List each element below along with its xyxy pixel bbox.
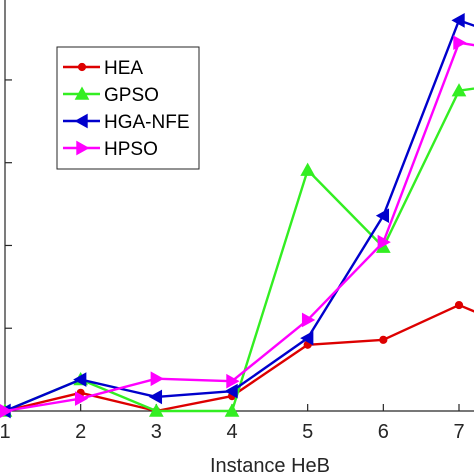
legend: HEA GPSO HGA-NFE HPSO xyxy=(56,46,200,170)
series-hpso xyxy=(0,35,474,418)
axes: 1 2 3 4 5 6 7 xyxy=(0,0,474,443)
legend-entry: GPSO xyxy=(104,85,159,106)
data-point xyxy=(224,403,240,417)
data-point xyxy=(73,372,87,387)
series-line xyxy=(4,19,474,413)
data-point xyxy=(300,162,316,176)
series-hga-nfe xyxy=(0,12,474,419)
legend-entry: HPSO xyxy=(104,139,158,160)
data-point xyxy=(77,62,87,72)
data-point xyxy=(300,330,314,346)
x-axis-label: Instance HeB xyxy=(210,455,330,474)
data-point xyxy=(74,86,90,100)
data-point xyxy=(76,140,90,156)
x-tick-label: 4 xyxy=(226,421,237,443)
data-point xyxy=(74,113,88,129)
data-point xyxy=(377,234,391,250)
data-point xyxy=(451,83,467,97)
data-point xyxy=(148,403,164,417)
x-tick-label: 1 xyxy=(0,421,11,443)
x-tick-label: 6 xyxy=(378,421,389,443)
x-tick-label: 2 xyxy=(75,421,86,443)
data-point xyxy=(226,373,240,389)
series-line xyxy=(4,87,474,413)
x-tick-label: 3 xyxy=(151,421,162,443)
data-point xyxy=(224,383,238,399)
legend-entry: HEA xyxy=(104,58,143,79)
legend-entry: HGA-NFE xyxy=(104,112,190,133)
data-point xyxy=(454,300,464,310)
data-point xyxy=(150,371,164,387)
series-layer xyxy=(0,12,474,419)
x-tick-label: 7 xyxy=(453,421,464,443)
data-point xyxy=(453,35,467,51)
data-point xyxy=(0,404,13,418)
data-point xyxy=(379,335,388,344)
x-tick-label: 5 xyxy=(302,421,313,443)
series-line xyxy=(4,41,474,413)
data-point xyxy=(375,208,390,224)
data-point xyxy=(301,312,316,328)
data-point xyxy=(74,391,89,406)
data-point xyxy=(148,389,163,405)
data-point xyxy=(451,12,465,28)
